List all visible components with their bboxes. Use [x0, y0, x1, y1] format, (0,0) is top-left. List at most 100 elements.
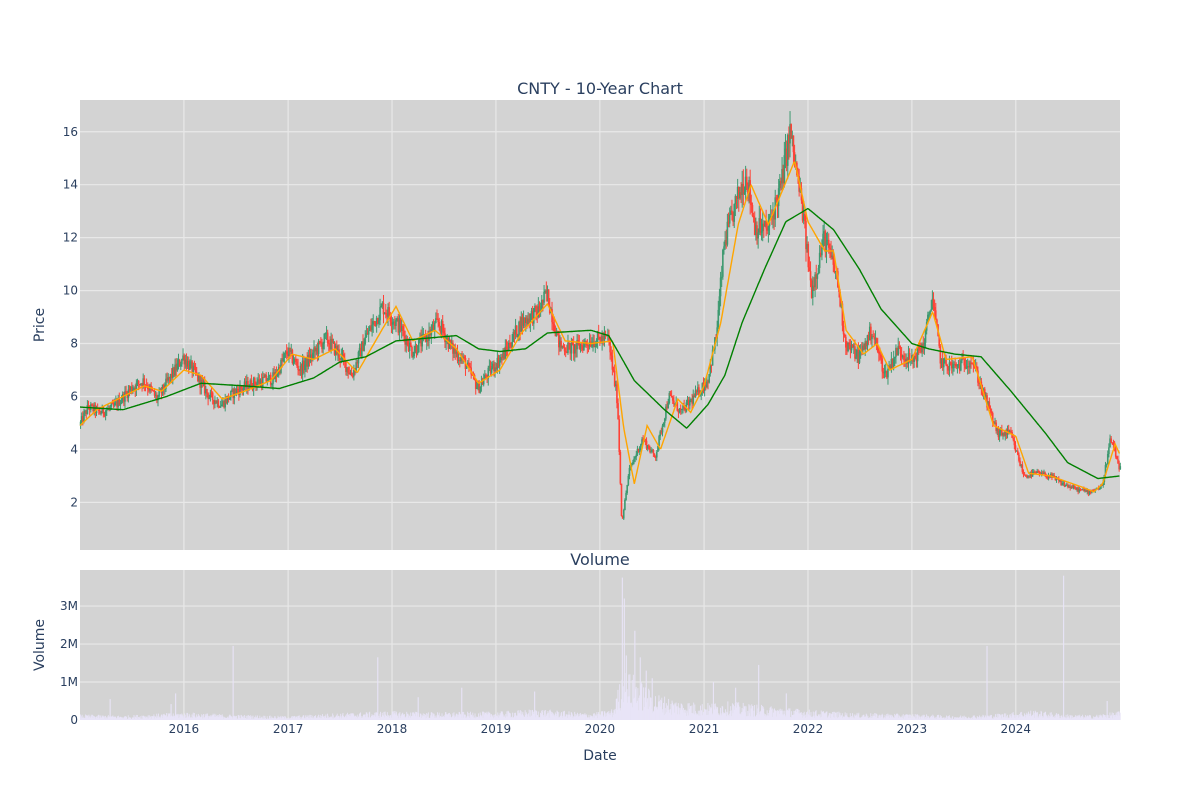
candle-body [707, 381, 709, 383]
volume-bar [460, 714, 462, 720]
candle-body [244, 381, 247, 388]
volume-bar [295, 718, 297, 720]
volume-bar [102, 716, 104, 720]
volume-bar [868, 717, 870, 720]
volume-bar [788, 708, 790, 720]
volume-bar [863, 714, 865, 720]
volume-bar [893, 717, 894, 720]
volume-bar [851, 717, 853, 720]
volume-bar [409, 716, 411, 720]
candle-body [899, 347, 902, 354]
volume-bar [152, 716, 154, 720]
candle-body [1044, 472, 1046, 476]
volume-bar [308, 718, 310, 720]
volume-bar [481, 711, 483, 720]
candle-body [791, 135, 794, 139]
volume-bar [277, 715, 279, 720]
volume-bar [715, 706, 717, 720]
volume-bar [930, 716, 932, 720]
volume-bar [282, 716, 284, 720]
volume-bar [118, 715, 120, 720]
volume-bar [240, 714, 242, 720]
volume-bar [318, 714, 319, 720]
volume-bar [202, 714, 204, 720]
candle-body [936, 319, 938, 325]
volume-bar [581, 715, 582, 720]
volume-bar [183, 715, 185, 720]
volume-bar [714, 703, 716, 720]
price-chart-title: CNTY - 10-Year Chart [517, 79, 683, 98]
volume-bar [836, 716, 838, 720]
volume-bar [767, 715, 769, 720]
volume-bar [1043, 712, 1045, 720]
candle-body [1055, 478, 1058, 481]
volume-bar [692, 713, 694, 720]
volume-bar [798, 713, 799, 720]
volume-bar [530, 716, 532, 720]
volume-bar [687, 703, 689, 720]
volume-bar [562, 711, 564, 720]
volume-bar [1024, 713, 1025, 720]
candle-body [848, 342, 851, 346]
candle-body [217, 400, 220, 407]
volume-bar [980, 718, 982, 720]
volume-bar [682, 710, 684, 720]
volume-bar [193, 712, 195, 720]
volume-bar [112, 715, 114, 720]
volume-bar [123, 718, 125, 720]
volume-bar [154, 718, 155, 720]
volume-bar [80, 718, 82, 720]
volume-bar [569, 714, 571, 720]
volume-bar [1028, 711, 1029, 720]
candle-body [283, 353, 286, 359]
volume-bar [938, 717, 940, 720]
volume-bar [1082, 714, 1084, 720]
volume-bar [582, 714, 584, 720]
volume-bar [504, 717, 506, 720]
candle-body [750, 202, 753, 206]
volume-bar [987, 715, 989, 720]
volume-bar [357, 716, 359, 720]
volume-bar [336, 715, 338, 720]
candle-body [435, 318, 437, 323]
volume-bar [285, 717, 287, 720]
volume-bar [947, 716, 949, 720]
volume-bar [799, 712, 801, 720]
volume-spike-bar [461, 687, 463, 720]
volume-bar [778, 709, 780, 720]
candle-body [732, 212, 734, 222]
volume-bar [646, 708, 648, 720]
volume-bar [686, 712, 688, 720]
candle-body [928, 314, 930, 316]
volume-bar [121, 717, 123, 720]
volume-bar [1007, 718, 1009, 720]
volume-bar [764, 714, 766, 720]
candle-body [868, 326, 871, 341]
volume-bar [669, 709, 671, 720]
volume-bar [139, 716, 141, 720]
candle-body [608, 335, 610, 342]
volume-spike-bar [377, 657, 379, 720]
volume-bar [617, 689, 619, 720]
volume-bar [1066, 717, 1068, 720]
volume-bar [1031, 715, 1033, 720]
candle-body [986, 395, 988, 408]
candle-body [929, 310, 931, 315]
volume-bar [124, 716, 126, 720]
volume-bar [763, 708, 765, 720]
volume-bar [1019, 716, 1021, 720]
volume-bar [347, 714, 349, 720]
candle-body [989, 408, 992, 411]
volume-bar [953, 719, 955, 720]
volume-bar [832, 711, 834, 720]
candle-body [225, 398, 228, 403]
candle-body [1085, 490, 1087, 492]
candle-body [267, 375, 270, 382]
candle-body [340, 354, 343, 360]
volume-bar [167, 713, 169, 720]
candle-body [570, 342, 573, 354]
volume-bar [243, 715, 245, 720]
volume-bar [616, 698, 618, 720]
candle-body [535, 305, 537, 312]
volume-bar [419, 717, 421, 720]
